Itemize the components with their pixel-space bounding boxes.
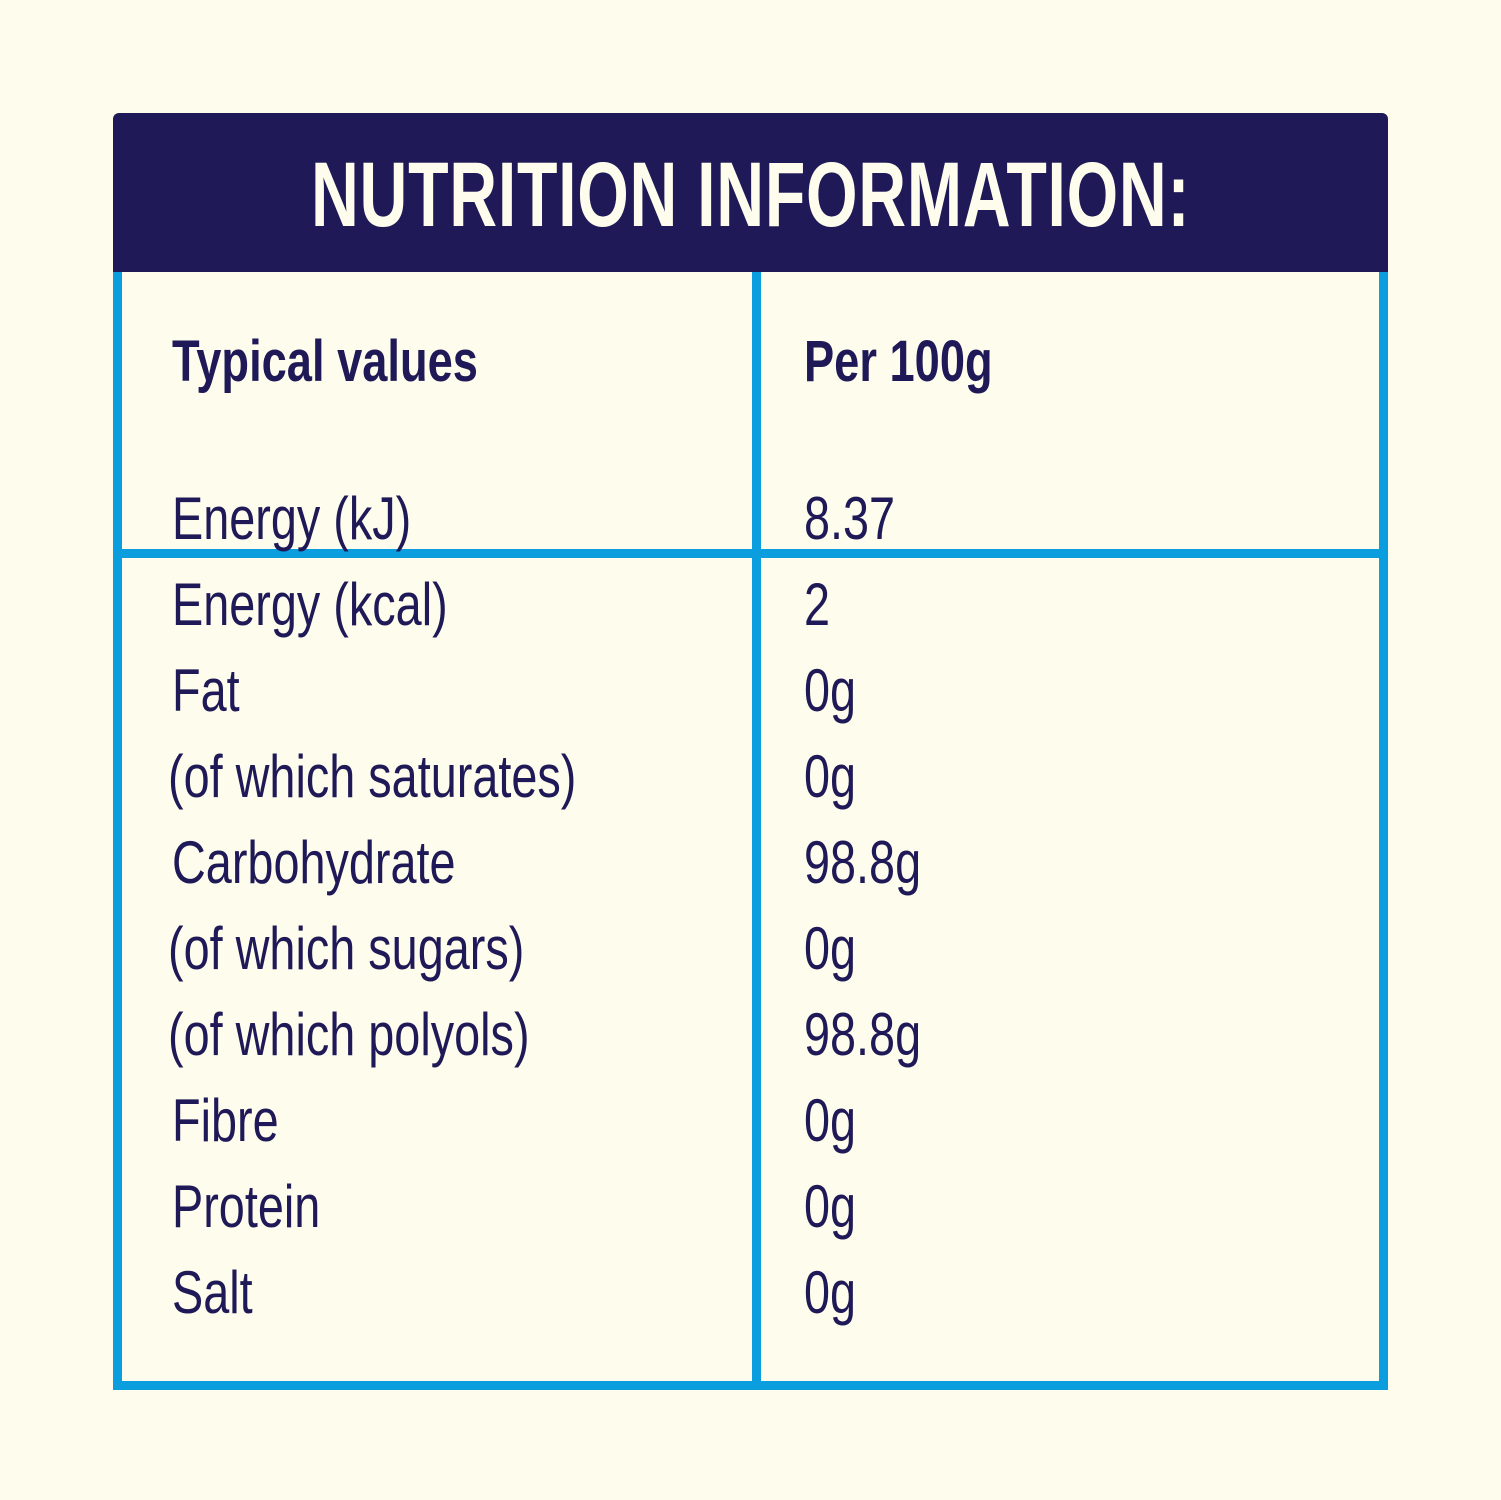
column-divider [752, 272, 761, 1381]
nutrition-table [113, 272, 1388, 1390]
nutrient-label: Carbohydrate [172, 829, 456, 896]
table-row: Fibre 0g [0, 1078, 1275, 1164]
nutrient-value: 0g [804, 915, 857, 982]
title-bar: NUTRITION INFORMATION: [113, 113, 1388, 272]
nutrient-label: Energy (kcal) [172, 571, 448, 638]
table-row: Energy (kcal) 2 [0, 562, 1275, 648]
table-row: (of which saturates) 0g [0, 734, 1275, 820]
nutrient-value: 2 [804, 571, 831, 638]
nutrient-label: Fibre [172, 1087, 279, 1154]
nutrient-label: Protein [172, 1173, 321, 1240]
nutrient-label: Salt [172, 1259, 253, 1326]
nutrition-panel: NUTRITION INFORMATION: Typical values Pe… [113, 113, 1388, 1390]
nutrient-value: 98.8g [804, 829, 922, 896]
nutrient-label: Energy (kJ) [172, 485, 412, 552]
nutrient-value: 0g [804, 1259, 857, 1326]
nutrient-value: 8.37 [804, 485, 896, 552]
table-row: Carbohydrate 98.8g [0, 820, 1275, 906]
table-row: (of which sugars) 0g [0, 906, 1275, 992]
table-row: (of which polyols) 98.8g [0, 992, 1275, 1078]
table-row: Energy (kJ) 8.37 [0, 476, 1275, 562]
nutrient-label: (of which polyols) [168, 1001, 530, 1068]
header-per-100g: Per 100g [804, 329, 993, 394]
table-row: Fat 0g [0, 648, 1275, 734]
nutrient-value: 0g [804, 743, 857, 810]
nutrient-value: 0g [804, 1173, 857, 1240]
table-row: Salt 0g [0, 1250, 1275, 1336]
nutrient-label: (of which sugars) [168, 915, 525, 982]
nutrient-label: (of which saturates) [168, 743, 577, 810]
nutrient-rows: Energy (kJ) 8.37 Energy (kcal) 2 Fat 0g … [0, 476, 1275, 1336]
table-row: Protein 0g [0, 1164, 1275, 1250]
header-divider [122, 549, 1379, 558]
nutrient-label: Fat [172, 657, 240, 724]
page-title: NUTRITION INFORMATION: [310, 143, 1191, 246]
nutrient-value: 0g [804, 1087, 857, 1154]
nutrient-value: 0g [804, 657, 857, 724]
header-typical-values: Typical values [172, 329, 478, 394]
nutrient-value: 98.8g [804, 1001, 922, 1068]
